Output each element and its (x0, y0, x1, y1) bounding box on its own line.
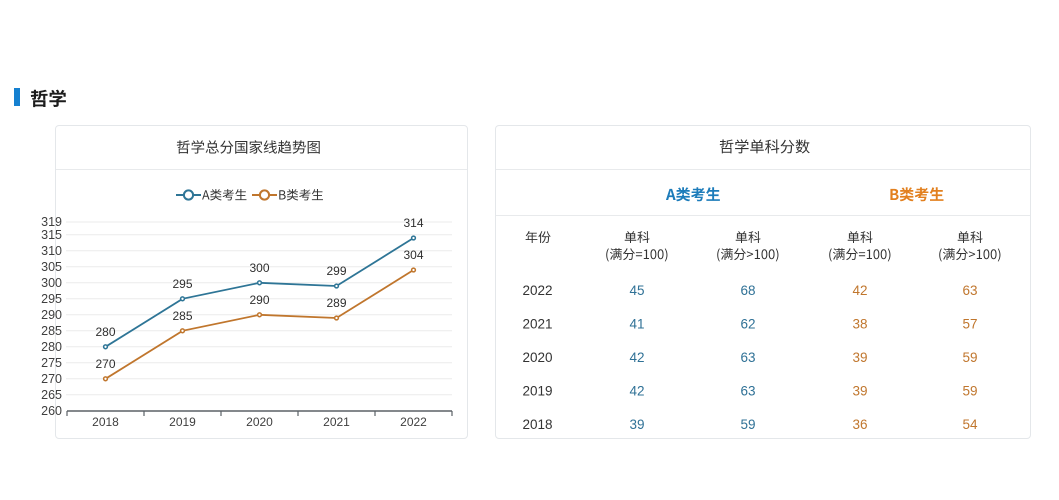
svg-text:59: 59 (962, 384, 977, 399)
svg-text:42: 42 (852, 283, 867, 298)
svg-text:36: 36 (852, 417, 867, 432)
svg-text:299: 299 (326, 264, 346, 278)
svg-text:319: 319 (41, 215, 62, 229)
svg-text:59: 59 (962, 350, 977, 365)
svg-text:270: 270 (41, 372, 62, 386)
svg-text:2022: 2022 (522, 283, 552, 298)
svg-text:68: 68 (740, 283, 755, 298)
svg-text:285: 285 (41, 324, 62, 338)
svg-text:300: 300 (41, 276, 62, 290)
svg-text:42: 42 (629, 384, 644, 399)
svg-text:295: 295 (41, 292, 62, 306)
svg-text:310: 310 (41, 244, 62, 258)
svg-text:59: 59 (740, 417, 755, 432)
svg-text:63: 63 (962, 283, 977, 298)
svg-text:2022: 2022 (400, 415, 427, 429)
svg-text:2018: 2018 (522, 417, 552, 432)
svg-text:54: 54 (962, 417, 978, 432)
svg-text:2018: 2018 (92, 415, 119, 429)
svg-text:315: 315 (41, 228, 62, 242)
svg-text:39: 39 (852, 384, 867, 399)
svg-text:41: 41 (629, 317, 644, 332)
svg-text:295: 295 (172, 277, 192, 291)
svg-text:314: 314 (403, 216, 423, 230)
svg-text:290: 290 (41, 308, 62, 322)
svg-text:280: 280 (41, 340, 62, 354)
svg-text:2020: 2020 (246, 415, 273, 429)
svg-text:2021: 2021 (522, 317, 552, 332)
svg-text:38: 38 (852, 317, 867, 332)
svg-text:39: 39 (629, 417, 644, 432)
svg-text:45: 45 (629, 283, 644, 298)
svg-text:2020: 2020 (522, 350, 552, 365)
svg-text:285: 285 (172, 309, 192, 323)
svg-text:289: 289 (326, 296, 346, 310)
svg-text:304: 304 (403, 248, 423, 262)
svg-text:290: 290 (249, 293, 269, 307)
svg-text:63: 63 (740, 350, 755, 365)
svg-text:57: 57 (962, 317, 977, 332)
svg-text:305: 305 (41, 260, 62, 274)
svg-text:63: 63 (740, 384, 755, 399)
svg-text:300: 300 (249, 261, 269, 275)
svg-text:280: 280 (95, 325, 115, 339)
svg-text:2019: 2019 (522, 384, 552, 399)
svg-text:260: 260 (41, 404, 62, 418)
svg-text:2019: 2019 (169, 415, 196, 429)
svg-text:270: 270 (95, 357, 115, 371)
svg-text:62: 62 (740, 317, 755, 332)
svg-text:42: 42 (629, 350, 644, 365)
svg-text:39: 39 (852, 350, 867, 365)
svg-text:265: 265 (41, 388, 62, 402)
svg-text:275: 275 (41, 356, 62, 370)
svg-text:2021: 2021 (323, 415, 350, 429)
